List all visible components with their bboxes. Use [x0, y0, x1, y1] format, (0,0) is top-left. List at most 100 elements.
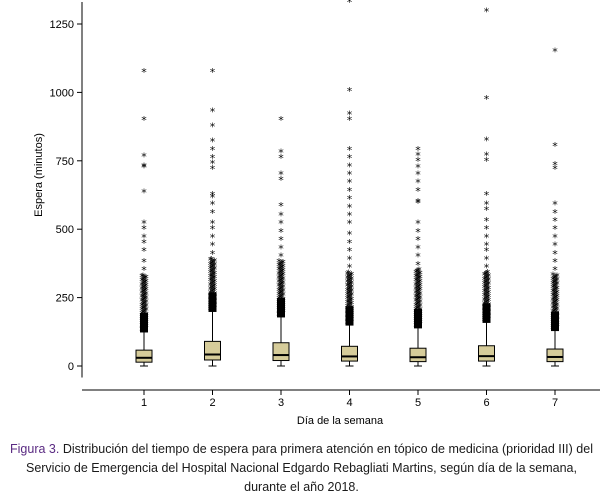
- outlier-point: *: [212, 284, 218, 297]
- outlier-point: *: [415, 155, 421, 168]
- iqr-box: [204, 340, 221, 361]
- outlier-point: *: [484, 289, 490, 302]
- outlier-point: *: [208, 267, 214, 280]
- outlier-point: *: [210, 223, 216, 236]
- outlier-point: *: [140, 303, 146, 316]
- outlier-point: *: [280, 286, 286, 299]
- outlier-point: *: [279, 258, 285, 271]
- outlier-point: *: [140, 278, 146, 291]
- outlier-point: *: [415, 282, 421, 295]
- outlier-point: *: [417, 288, 423, 301]
- outlier-point: *: [140, 287, 146, 300]
- outlier-point: *: [346, 288, 352, 301]
- outlier-point: *: [211, 265, 217, 278]
- outlier-cluster: [482, 303, 491, 307]
- caption-text: Distribución del tiempo de espera para p…: [25, 442, 593, 494]
- outlier-point: *: [349, 294, 355, 307]
- outlier-point: *: [347, 253, 353, 266]
- outlier-point: *: [141, 282, 147, 295]
- outlier-point: *: [482, 282, 488, 295]
- outlier-point: *: [416, 285, 422, 298]
- outlier-point: *: [141, 231, 147, 244]
- outlier-point: *: [345, 293, 351, 306]
- outlier-point: *: [484, 276, 490, 289]
- outlier-point: *: [209, 266, 215, 279]
- outlier-point: *: [276, 281, 282, 294]
- outlier-point: *: [485, 271, 491, 284]
- outlier-point: *: [210, 269, 216, 282]
- outlier-point: *: [553, 280, 559, 293]
- outlier-point: *: [550, 286, 556, 299]
- outlier-point: *: [139, 283, 145, 296]
- caption-label: Figura 3.: [10, 442, 60, 456]
- outlier-point: *: [141, 306, 147, 319]
- x-tick-label: 2: [209, 397, 215, 409]
- outlier-point: *: [349, 286, 355, 299]
- outlier-point: *: [551, 298, 557, 311]
- outlier-point: *: [414, 274, 420, 287]
- outlier-point: *: [417, 284, 423, 297]
- y-tick-label: 250: [56, 293, 74, 305]
- outlier-point: *: [141, 245, 147, 258]
- outlier-point: *: [553, 288, 559, 301]
- outlier-point: *: [139, 292, 145, 305]
- outlier-point: *: [552, 240, 558, 253]
- outlier-point: *: [209, 258, 215, 271]
- outlier-point: *: [209, 270, 215, 283]
- outlier-point: *: [346, 284, 352, 297]
- x-tick-label: 6: [483, 397, 489, 409]
- outlier-point: *: [416, 281, 422, 294]
- outlier-point: *: [139, 275, 145, 288]
- outlier-point: *: [554, 299, 560, 312]
- outlier-point: *: [554, 271, 560, 284]
- outlier-point: *: [141, 162, 147, 175]
- outlier-point: *: [417, 272, 423, 285]
- outlier-point: *: [141, 290, 147, 303]
- outlier-point: *: [550, 294, 556, 307]
- outlier-point: *: [212, 264, 218, 277]
- outlier-point: *: [278, 267, 284, 280]
- outlier-point: *: [414, 299, 420, 312]
- outlier-point: *: [482, 274, 488, 287]
- outlier-point: *: [416, 273, 422, 286]
- outlier-point: *: [280, 290, 286, 303]
- outlier-point: *: [349, 298, 355, 311]
- outlier-point: *: [347, 275, 353, 288]
- y-axis-label: Espera (minutos): [33, 133, 45, 217]
- outlier-point: *: [552, 45, 558, 58]
- outlier-point: *: [211, 285, 217, 298]
- outlier-point: *: [553, 284, 559, 297]
- outlier-point: *: [278, 263, 284, 276]
- outlier-point: *: [554, 283, 560, 296]
- outlier-point: *: [347, 279, 353, 292]
- outlier-point: *: [210, 192, 216, 205]
- outlier-point: *: [485, 292, 491, 305]
- outlier-point: *: [140, 299, 146, 312]
- outlier-point: *: [417, 301, 423, 314]
- outlier-point: *: [415, 269, 421, 282]
- outlier-point: *: [347, 262, 353, 275]
- outlier-point: *: [348, 286, 354, 299]
- outlier-point: *: [209, 254, 215, 267]
- outlier-point: *: [552, 163, 558, 176]
- dense-outliers: ****************************************…: [139, 270, 149, 337]
- outlier-point: *: [280, 277, 286, 290]
- outlier-point: *: [346, 272, 352, 285]
- outlier-point: *: [417, 276, 423, 289]
- outlier-point: *: [552, 207, 558, 220]
- outlier-point: *: [278, 152, 284, 165]
- outlier-point: *: [415, 298, 421, 311]
- outlier-point: *: [415, 234, 421, 247]
- box-day-5: ****************************************…: [409, 144, 427, 367]
- outlier-point: *: [345, 285, 351, 298]
- outlier-point: *: [484, 6, 490, 19]
- outlier-point: *: [482, 278, 488, 291]
- outlier-point: *: [143, 276, 149, 289]
- outlier-point: *: [209, 283, 215, 296]
- outlier-point: *: [276, 285, 282, 298]
- outlier-point: *: [551, 281, 557, 294]
- outlier-point: *: [139, 279, 145, 292]
- outlier-point: *: [486, 271, 492, 284]
- outlier-point: *: [210, 152, 216, 165]
